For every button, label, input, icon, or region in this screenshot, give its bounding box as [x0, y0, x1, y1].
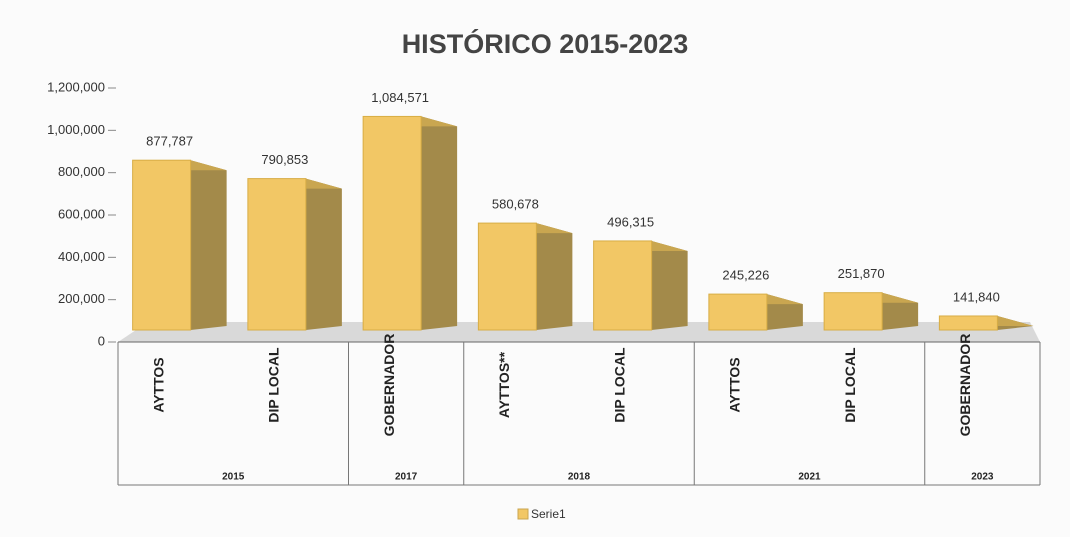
y-tick-label: 400,000: [58, 249, 105, 264]
legend-swatch: [517, 508, 529, 520]
x-tick-label: AYTTOS: [727, 357, 743, 412]
bar: [362, 115, 422, 331]
group-label: 2015: [222, 472, 245, 483]
data-label: 877,787: [146, 134, 193, 149]
bar: [593, 240, 653, 331]
bar-side: [305, 178, 342, 330]
x-tick-label: AYTTOS**: [496, 351, 512, 418]
data-label: 496,315: [607, 214, 654, 229]
bar: [477, 222, 537, 331]
floor: [118, 322, 1040, 342]
bar-side: [421, 116, 458, 331]
y-tick-label: 0: [98, 333, 105, 348]
bar-side: [190, 160, 227, 330]
group-label: 2021: [798, 472, 821, 483]
data-label: 790,853: [261, 152, 308, 167]
bar-side: [536, 223, 573, 330]
data-label: 251,870: [838, 266, 885, 281]
x-tick-label: DIP LOCAL: [266, 347, 282, 423]
group-label: 2018: [568, 472, 591, 483]
group-label: 2017: [395, 472, 418, 483]
data-label: 245,226: [722, 268, 769, 283]
y-tick-label: 800,000: [58, 164, 105, 179]
y-tick-label: 1,000,000: [47, 122, 105, 137]
bar: [132, 159, 192, 331]
bar: [823, 292, 883, 331]
chart-title: HISTÓRICO 2015-2023: [402, 28, 689, 59]
x-tick-label: DIP LOCAL: [611, 347, 627, 423]
x-tick-label: GOBERNADOR: [957, 334, 973, 437]
legend-label: Serie1: [531, 507, 566, 521]
bar: [247, 178, 307, 331]
x-tick-label: DIP LOCAL: [842, 347, 858, 423]
bar-side: [651, 240, 688, 330]
y-tick-label: 600,000: [58, 206, 105, 221]
x-tick-label: GOBERNADOR: [381, 334, 397, 437]
y-tick-label: 1,200,000: [47, 79, 105, 94]
bar: [708, 293, 768, 331]
y-tick-label: 200,000: [58, 291, 105, 306]
data-label: 580,678: [492, 197, 539, 212]
data-label: 1,084,571: [371, 90, 429, 105]
group-label: 2023: [971, 472, 994, 483]
bar: [938, 315, 998, 331]
data-label: 141,840: [953, 289, 1000, 304]
x-tick-label: AYTTOS: [150, 357, 166, 412]
